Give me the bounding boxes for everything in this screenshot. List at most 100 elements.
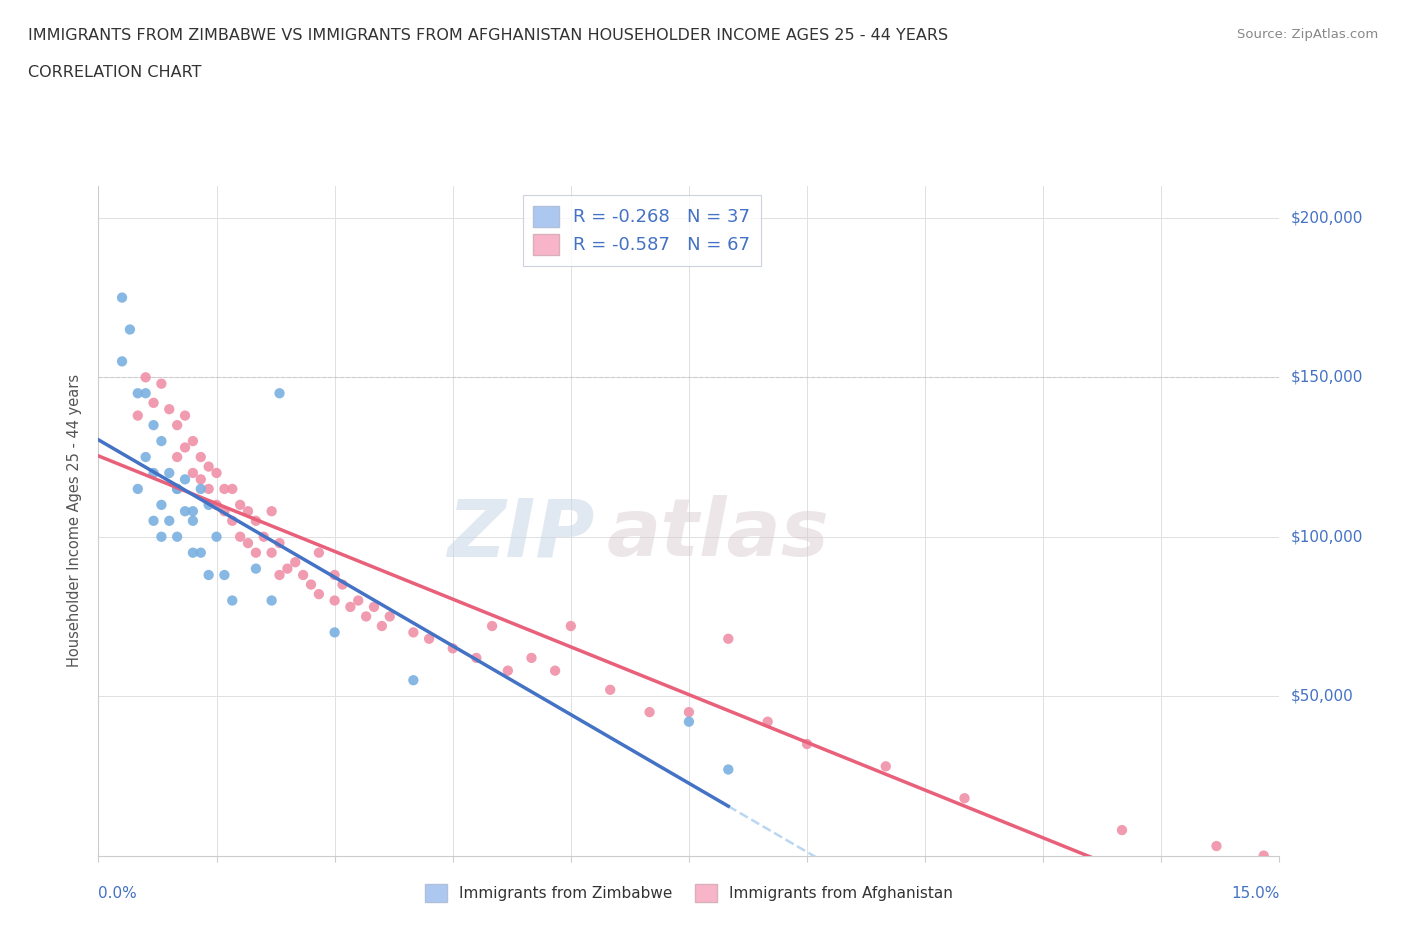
Point bbox=[717, 631, 740, 646]
Point bbox=[111, 354, 134, 369]
Text: atlas: atlas bbox=[606, 495, 830, 573]
Point bbox=[166, 482, 188, 497]
Point bbox=[402, 625, 425, 640]
Point bbox=[363, 600, 385, 615]
Point bbox=[276, 561, 298, 576]
Text: 0.0%: 0.0% bbox=[98, 886, 138, 901]
Point bbox=[190, 545, 212, 560]
Point bbox=[245, 561, 267, 576]
Point bbox=[214, 482, 236, 497]
Point bbox=[638, 705, 661, 720]
Point bbox=[354, 609, 377, 624]
Point bbox=[599, 683, 621, 698]
Point bbox=[190, 472, 212, 486]
Point bbox=[418, 631, 440, 646]
Point bbox=[560, 618, 582, 633]
Point bbox=[157, 466, 180, 481]
Point bbox=[371, 618, 394, 633]
Point bbox=[520, 650, 543, 665]
Point bbox=[150, 529, 173, 544]
Point bbox=[118, 322, 141, 337]
Point bbox=[150, 433, 173, 448]
Point bbox=[245, 545, 267, 560]
Point bbox=[953, 790, 976, 805]
Point bbox=[111, 290, 134, 305]
Point bbox=[465, 650, 488, 665]
Point bbox=[214, 567, 236, 582]
Point bbox=[205, 529, 228, 544]
Point bbox=[181, 466, 204, 481]
Point bbox=[166, 529, 188, 544]
Point bbox=[174, 472, 197, 486]
Point bbox=[402, 672, 425, 687]
Point bbox=[308, 545, 330, 560]
Legend: Immigrants from Zimbabwe, Immigrants from Afghanistan: Immigrants from Zimbabwe, Immigrants fro… bbox=[419, 878, 959, 909]
Point bbox=[221, 593, 243, 608]
Point bbox=[157, 402, 180, 417]
Point bbox=[332, 578, 354, 592]
Point bbox=[229, 498, 252, 512]
Point bbox=[1253, 848, 1275, 863]
Point bbox=[197, 459, 219, 474]
Point bbox=[236, 504, 259, 519]
Point bbox=[481, 618, 503, 633]
Point bbox=[166, 418, 188, 432]
Point bbox=[197, 567, 219, 582]
Point bbox=[205, 466, 228, 481]
Point bbox=[875, 759, 897, 774]
Point bbox=[496, 663, 519, 678]
Point bbox=[260, 593, 283, 608]
Point bbox=[166, 449, 188, 464]
Point bbox=[292, 567, 315, 582]
Point bbox=[181, 433, 204, 448]
Point bbox=[166, 482, 188, 497]
Point bbox=[308, 587, 330, 602]
Point bbox=[229, 529, 252, 544]
Point bbox=[150, 377, 173, 392]
Point bbox=[127, 482, 149, 497]
Point bbox=[174, 504, 197, 519]
Text: $50,000: $50,000 bbox=[1291, 689, 1354, 704]
Point bbox=[197, 498, 219, 512]
Point bbox=[174, 440, 197, 455]
Point bbox=[323, 567, 346, 582]
Point bbox=[269, 386, 291, 401]
Point bbox=[441, 641, 464, 656]
Point bbox=[253, 529, 276, 544]
Point bbox=[205, 498, 228, 512]
Point bbox=[756, 714, 779, 729]
Point bbox=[157, 513, 180, 528]
Point bbox=[135, 449, 157, 464]
Point bbox=[269, 536, 291, 551]
Point bbox=[796, 737, 818, 751]
Point bbox=[1111, 823, 1133, 838]
Point bbox=[678, 705, 700, 720]
Point bbox=[236, 536, 259, 551]
Point bbox=[197, 482, 219, 497]
Point bbox=[378, 609, 401, 624]
Y-axis label: Householder Income Ages 25 - 44 years: Householder Income Ages 25 - 44 years bbox=[67, 374, 83, 668]
Text: 15.0%: 15.0% bbox=[1232, 886, 1279, 901]
Point bbox=[181, 504, 204, 519]
Point bbox=[190, 482, 212, 497]
Text: ZIP: ZIP bbox=[447, 495, 595, 573]
Point bbox=[299, 578, 322, 592]
Text: $200,000: $200,000 bbox=[1291, 210, 1362, 225]
Point bbox=[269, 567, 291, 582]
Point bbox=[284, 555, 307, 570]
Text: Source: ZipAtlas.com: Source: ZipAtlas.com bbox=[1237, 28, 1378, 41]
Point bbox=[260, 545, 283, 560]
Point bbox=[190, 449, 212, 464]
Point bbox=[544, 663, 567, 678]
Text: CORRELATION CHART: CORRELATION CHART bbox=[28, 65, 201, 80]
Point bbox=[181, 513, 204, 528]
Point bbox=[214, 504, 236, 519]
Point bbox=[135, 370, 157, 385]
Point bbox=[1205, 839, 1227, 854]
Point bbox=[142, 395, 165, 410]
Point bbox=[127, 386, 149, 401]
Point bbox=[181, 545, 204, 560]
Point bbox=[142, 418, 165, 432]
Point bbox=[127, 408, 149, 423]
Point bbox=[221, 482, 243, 497]
